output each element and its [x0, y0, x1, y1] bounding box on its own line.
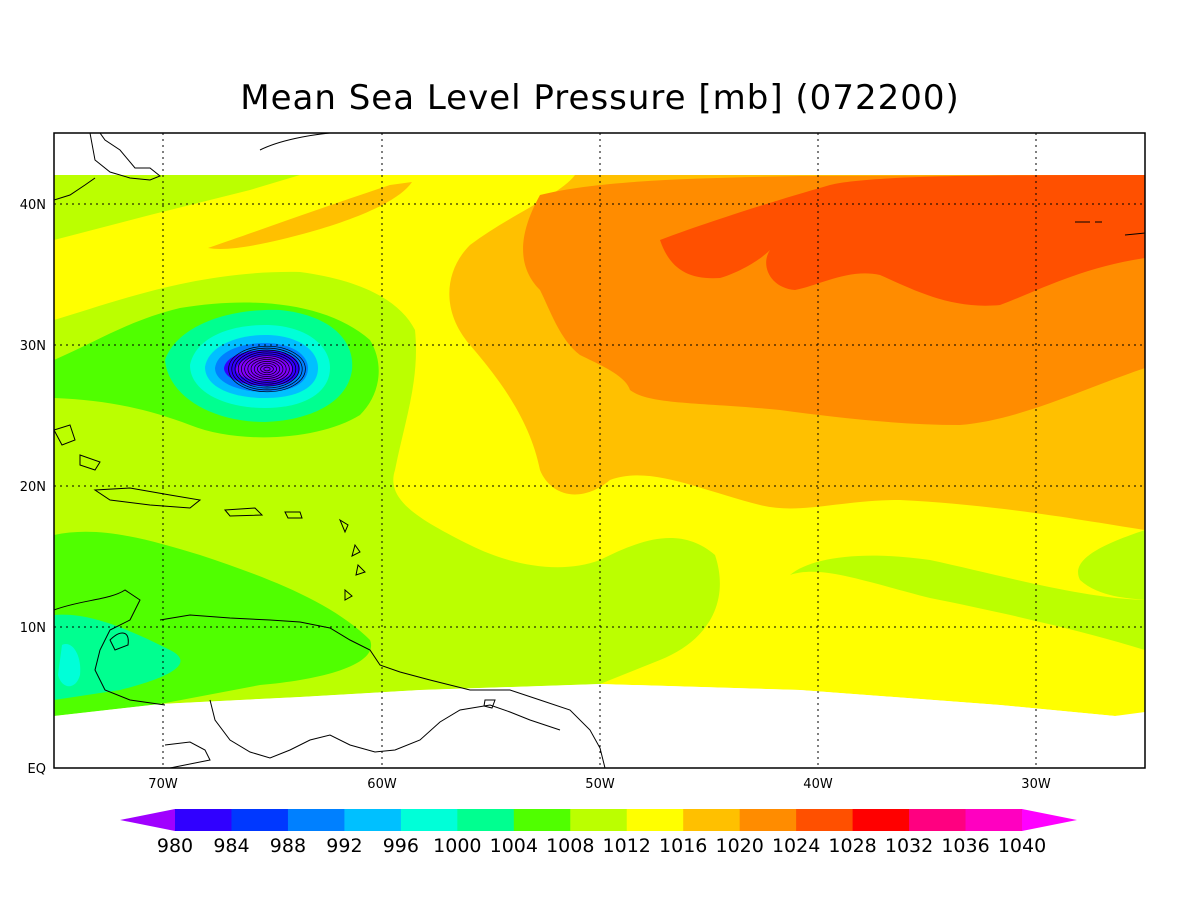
colorbar-swatch	[457, 809, 515, 831]
colorbar-level-label: 984	[213, 835, 249, 857]
colorbar-swatch	[287, 809, 345, 831]
colorbar-level-label: 1020	[715, 835, 763, 857]
region-1000-1004-south	[54, 614, 181, 700]
contour-ring	[247, 357, 287, 381]
colorbar-arrow-high	[1022, 809, 1077, 831]
colorbar-swatch	[683, 809, 741, 831]
colorbar-swatch	[965, 809, 1023, 831]
lat-tick-label: 20N	[20, 480, 46, 495]
colorbar-level-label: 1016	[659, 835, 707, 857]
colorbar-swatch	[909, 809, 967, 831]
region-1024-1028	[660, 175, 1145, 306]
colorbar-swatch	[513, 809, 571, 831]
colorbar-level-label: 992	[326, 835, 362, 857]
colorbar-level-label: 1024	[772, 835, 820, 857]
colorbar-level-label: 1028	[828, 835, 876, 857]
colorbar-level-label: 1012	[603, 835, 651, 857]
region-1016-1020-nw	[208, 182, 412, 249]
graticule	[54, 133, 1145, 768]
contour-ring	[244, 355, 290, 383]
contour-ring	[234, 349, 300, 389]
lon-tick-label: 50W	[585, 777, 615, 792]
lat-tick-label: 30N	[20, 339, 46, 354]
lat-tick-label: 10N	[20, 621, 46, 636]
colorbar-level-label: 1000	[433, 835, 481, 857]
colorbar-level-label: 996	[383, 835, 419, 857]
colorbar-level-label: 980	[157, 835, 193, 857]
colorbar-arrow-low	[120, 809, 175, 831]
colorbar-swatch	[739, 809, 797, 831]
colorbar-level-label: 1004	[490, 835, 538, 857]
colorbar-level-label: 1032	[885, 835, 933, 857]
low-contours	[228, 345, 306, 393]
contour-ring	[257, 362, 277, 376]
contour-ring	[263, 366, 271, 372]
colorbar-level-label: 988	[270, 835, 306, 857]
colorbar-labels: 980 984 988 992 996 1000 1004 1008 1012 1016 1020 1…	[157, 835, 1046, 857]
colorbar-swatch	[231, 809, 289, 831]
lon-tick-label: 60W	[367, 777, 397, 792]
lon-tick-label: 40W	[803, 777, 833, 792]
colorbar-swatch	[852, 809, 910, 831]
colorbar-level-label: 1036	[941, 835, 989, 857]
lat-tick-labels: EQ 10N 20N 30N 40N	[20, 198, 46, 777]
colorbar-level-label: 1008	[546, 835, 594, 857]
lat-tick-label: EQ	[28, 762, 46, 777]
region-1008-1012-east	[790, 555, 1145, 650]
plot-frame	[53, 132, 1146, 769]
colorbar-level-label: 1040	[998, 835, 1046, 857]
colorbar-swatch	[626, 809, 684, 831]
lon-tick-label: 30W	[1021, 777, 1051, 792]
region-1008-1012-nw	[54, 175, 300, 240]
lat-tick-label: 40N	[20, 198, 46, 213]
contour-ring	[237, 351, 297, 387]
contour-ring	[241, 353, 293, 385]
colorbar-swatch	[400, 809, 458, 831]
colorbar	[120, 809, 1077, 831]
colorbar-swatch	[175, 809, 232, 831]
contour-ring	[250, 359, 284, 379]
colorbar-swatch	[344, 809, 402, 831]
plot-title: Mean Sea Level Pressure [mb] (072200)	[240, 78, 960, 118]
contour-ring	[228, 345, 306, 393]
no-data-south	[54, 684, 1145, 768]
lon-tick-labels: 70W 60W 50W 40W 30W	[148, 777, 1051, 792]
contour-ring	[231, 347, 303, 391]
colorbar-swatch	[570, 809, 628, 831]
contour-ring	[253, 361, 281, 377]
contour-ring	[260, 364, 274, 374]
colorbar-swatch	[796, 809, 854, 831]
region-996-1000-south	[58, 644, 81, 687]
lon-tick-label: 70W	[148, 777, 178, 792]
region-1008-1012-east2	[1078, 530, 1145, 600]
